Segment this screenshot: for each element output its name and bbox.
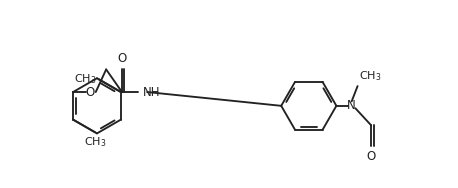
Text: O: O [86,86,95,99]
Text: CH$_3$: CH$_3$ [359,69,381,83]
Text: NH: NH [142,86,160,99]
Text: N: N [347,99,356,112]
Text: CH$_3$: CH$_3$ [84,135,107,149]
Text: O: O [117,52,126,65]
Text: O: O [366,150,376,163]
Text: CH$_3$: CH$_3$ [74,72,97,86]
